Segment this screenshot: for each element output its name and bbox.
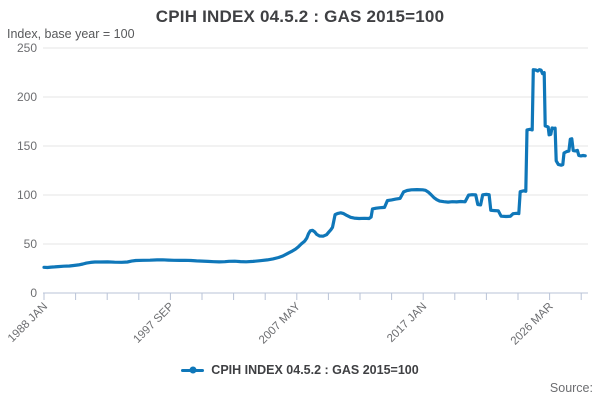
svg-text:1997 SEP: 1997 SEP: [131, 300, 176, 345]
svg-text:2017 JAN: 2017 JAN: [385, 301, 429, 345]
legend-item-gas-index[interactable]: CPIH INDEX 04.5.2 : GAS 2015=100: [181, 363, 419, 377]
legend-label: CPIH INDEX 04.5.2 : GAS 2015=100: [211, 363, 419, 377]
svg-text:250: 250: [17, 41, 37, 55]
legend-line-marker-icon: [181, 366, 205, 374]
y-axis-unit-label: Index, base year = 100: [7, 27, 135, 41]
legend-dot-icon: [189, 366, 197, 374]
legend: CPIH INDEX 04.5.2 : GAS 2015=100: [0, 363, 600, 377]
gridlines-group: [43, 47, 588, 294]
svg-text:50: 50: [24, 237, 38, 251]
svg-text:2007 MAY: 2007 MAY: [257, 300, 303, 346]
svg-text:1988 JAN: 1988 JAN: [6, 301, 50, 345]
svg-text:0: 0: [30, 286, 37, 300]
svg-text:150: 150: [17, 139, 37, 153]
x-axis-group: [43, 293, 582, 300]
svg-text:100: 100: [17, 188, 37, 202]
x-axis-tick-labels: 1988 JAN 1997 SEP 2007 MAY 2017 JAN 2026 MAR: [6, 300, 556, 347]
chart-title: CPIH INDEX 04.5.2 : GAS 2015=100: [155, 7, 445, 26]
series-line-gas-index[interactable]: [42, 68, 587, 270]
y-axis-tick-labels: 0 50 100 150 200 250: [17, 41, 37, 300]
source-label: Source:: [549, 381, 593, 395]
svg-text:2026 MAR: 2026 MAR: [509, 301, 556, 348]
svg-text:200: 200: [17, 90, 37, 104]
